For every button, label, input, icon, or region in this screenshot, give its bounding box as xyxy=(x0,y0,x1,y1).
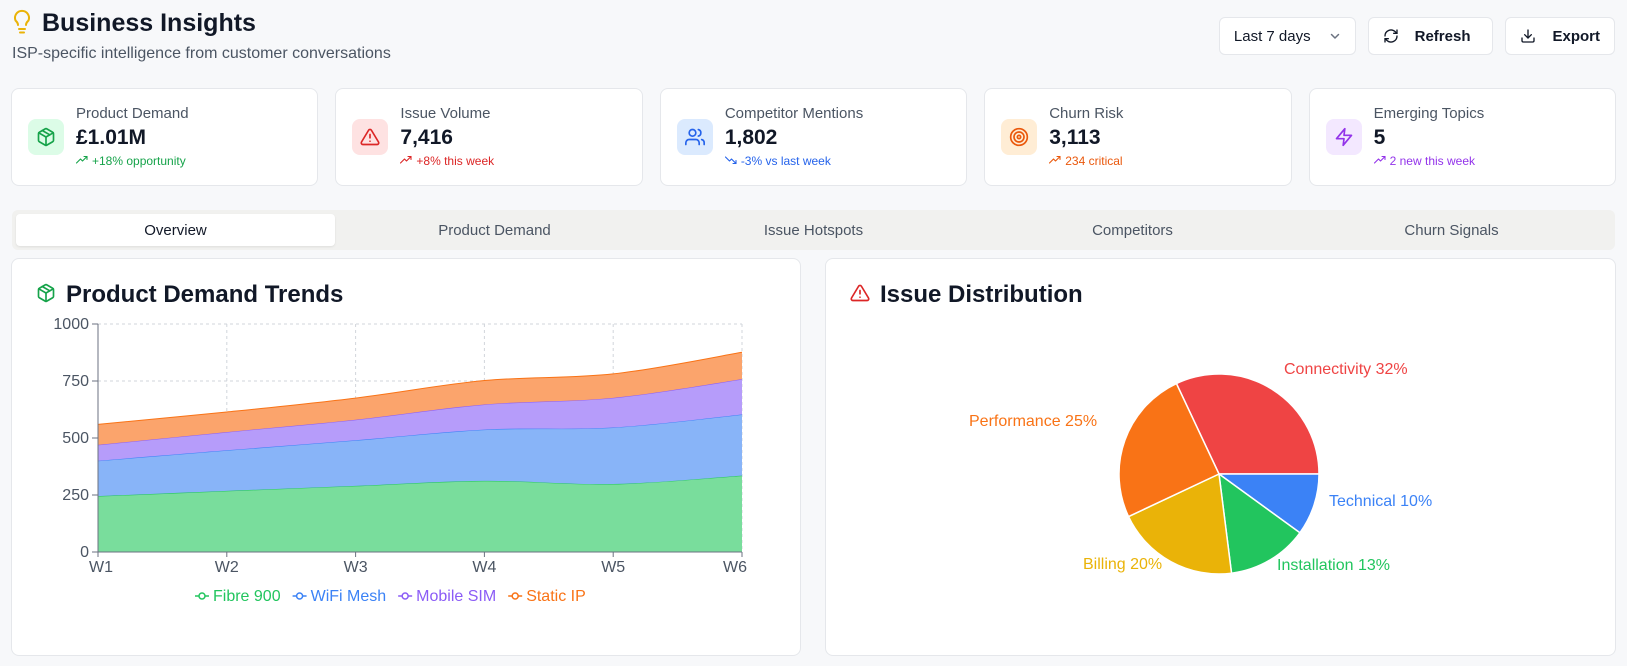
legend-marker xyxy=(401,592,409,600)
pie-label-technical: Technical 10% xyxy=(1329,493,1432,510)
issue-pie-chart: Connectivity 32% Technical 10% Installatio… xyxy=(969,361,1432,575)
x-tick-label: W6 xyxy=(723,559,747,576)
stat-value: 5 xyxy=(1373,126,1386,149)
product-demand-panel: Product Demand Trends 0 250 500 750 1000 W1 W2… xyxy=(11,258,801,656)
pie-slice-performance xyxy=(1118,382,1220,518)
pie-label-connectivity: Connectivity 32% xyxy=(1284,361,1408,378)
tab-churn-signals[interactable]: Churn Signals xyxy=(1404,221,1499,239)
stat-trend: 2 new this week xyxy=(1389,154,1476,168)
pie-slice-installation xyxy=(1218,472,1301,575)
legend-marker xyxy=(295,592,304,600)
trending-up-icon xyxy=(1373,154,1386,168)
panel-title: Product Demand Trends xyxy=(66,281,344,308)
package-icon xyxy=(28,119,64,155)
stat-card-product-demand: Product Demand £1.01M +18% opportunity xyxy=(11,88,319,186)
x-tick-label: W3 xyxy=(344,559,368,576)
stat-label: Emerging Topics xyxy=(1373,105,1485,122)
y-tick-label: 750 xyxy=(62,373,89,390)
y-tick-label: 1000 xyxy=(53,316,89,333)
tab-overview[interactable]: Overview xyxy=(16,214,335,246)
stat-value: £1.01M xyxy=(76,126,147,149)
area-static-ip xyxy=(98,352,742,445)
legend-label: Mobile SIM xyxy=(416,588,496,605)
x-tick-label: W2 xyxy=(215,559,239,576)
area-fibre-900 xyxy=(98,475,742,552)
page-title: Business Insights xyxy=(42,9,256,37)
stat-card-competitor-mentions: Competitor Mentions 1,802 -3% vs last we… xyxy=(659,88,968,186)
refresh-button[interactable]: Refresh xyxy=(1367,17,1494,55)
y-tick-label: 0 xyxy=(80,544,89,561)
stat-cards: Product Demand £1.01M +18% opportunity I… xyxy=(11,88,1617,186)
tab-product-demand[interactable]: Product Demand xyxy=(438,221,551,239)
legend-marker xyxy=(198,592,206,600)
pie-label-performance: Performance 25% xyxy=(969,413,1097,430)
legend-item: Mobile SIM xyxy=(398,588,496,605)
export-label: Export xyxy=(1552,27,1600,45)
refresh-label: Refresh xyxy=(1414,27,1471,45)
tab-competitors[interactable]: Competitors xyxy=(1092,221,1173,239)
pie-label-installation: Installation 13% xyxy=(1277,557,1390,574)
lightbulb-icon xyxy=(12,8,32,39)
pie-slice-connectivity xyxy=(1175,373,1320,475)
page-subtitle: ISP-specific intelligence from customer … xyxy=(12,45,391,62)
area-line-static-ip xyxy=(97,351,743,425)
trending-down-icon xyxy=(724,154,737,168)
x-tick-label: W1 xyxy=(89,559,113,576)
stat-card-churn-risk: Churn Risk 3,113 234 critical xyxy=(984,88,1292,186)
stat-value: 1,802 xyxy=(724,126,778,149)
stat-value: 7,416 xyxy=(400,126,453,149)
area-wifi-mesh xyxy=(98,414,742,497)
y-tick-label: 250 xyxy=(62,487,89,504)
alert-triangle-icon xyxy=(352,119,389,155)
zap-icon xyxy=(1325,119,1362,155)
chart-legend: Fibre 900 WiFi Mesh Mobile SIM Static IP xyxy=(195,588,586,605)
users-icon xyxy=(676,119,713,155)
x-tick-label: W4 xyxy=(472,559,496,576)
stat-label: Product Demand xyxy=(76,105,189,122)
stat-card-issue-volume: Issue Volume 7,416 +8% this week xyxy=(335,88,643,186)
legend-marker xyxy=(511,592,519,600)
stat-trend: +8% this week xyxy=(416,154,495,168)
page-header: Business Insights ISP-specific intellige… xyxy=(0,0,1627,80)
stat-trend: -3% vs last week xyxy=(740,154,831,168)
legend-label: Static IP xyxy=(526,588,586,605)
trending-up-icon xyxy=(1049,154,1061,168)
legend-label: WiFi Mesh xyxy=(311,588,387,605)
pie-label-billing: Billing 20% xyxy=(1083,556,1162,573)
area-mobile-sim xyxy=(98,379,742,461)
stat-label: Issue Volume xyxy=(400,105,491,122)
legend-label: Fibre 900 xyxy=(213,588,281,605)
alert-triangle-icon xyxy=(850,283,870,308)
y-tick-label: 500 xyxy=(62,430,89,447)
date-range-label: Last 7 days xyxy=(1233,27,1311,45)
legend-item: WiFi Mesh xyxy=(292,588,387,605)
legend-item: Fibre 900 xyxy=(195,588,281,605)
trending-up-icon xyxy=(400,154,412,168)
panel-title: Issue Distribution xyxy=(880,281,1083,308)
stat-label: Competitor Mentions xyxy=(724,105,864,122)
tab-issue-hotspots[interactable]: Issue Hotspots xyxy=(763,221,864,239)
target-icon xyxy=(1001,119,1038,155)
demand-area-chart: 0 250 500 750 1000 W1 W2 W3 W4 W5 W6 Fibre 900 WiFi … xyxy=(53,316,747,605)
trending-up-icon xyxy=(75,154,88,168)
pie-slice-billing xyxy=(1127,472,1233,575)
stat-card-emerging-topics: Emerging Topics 5 2 new this week xyxy=(1308,88,1617,186)
chevron-down-icon xyxy=(1329,30,1341,42)
legend-item: Static IP xyxy=(508,588,586,605)
stat-value: 3,113 xyxy=(1049,126,1101,149)
date-range-select[interactable]: Last 7 days xyxy=(1218,17,1356,55)
insight-tabs: Overview Product Demand Issue Hotspots C… xyxy=(12,210,1615,250)
export-button[interactable]: Export xyxy=(1505,17,1615,55)
download-icon xyxy=(1520,28,1536,44)
stat-label: Churn Risk xyxy=(1049,105,1124,122)
stat-trend: +18% opportunity xyxy=(92,154,186,168)
x-tick-label: W5 xyxy=(601,559,625,576)
issue-distribution-panel: Issue Distribution Connectivity 32% Techn… xyxy=(825,258,1616,656)
stat-trend: 234 critical xyxy=(1065,154,1123,168)
refresh-icon xyxy=(1383,28,1399,44)
package-icon xyxy=(36,283,56,308)
